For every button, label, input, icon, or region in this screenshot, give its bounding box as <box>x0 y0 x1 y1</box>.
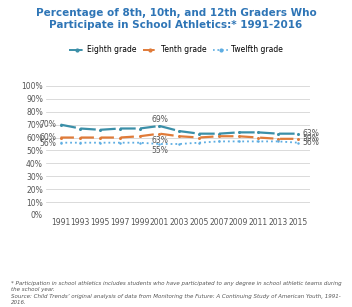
Text: 63%: 63% <box>303 129 320 138</box>
Tenth grade <box>276 137 280 141</box>
Twelfth grade <box>157 142 162 146</box>
Twelfth grade <box>118 141 122 145</box>
Twelfth grade <box>78 141 82 145</box>
Twelfth grade <box>138 141 142 145</box>
Eighth grade <box>118 127 122 130</box>
Tenth grade <box>296 137 300 141</box>
Text: 56%: 56% <box>40 139 57 148</box>
Eighth grade <box>237 130 241 134</box>
Line: Tenth grade: Tenth grade <box>59 132 300 140</box>
Twelfth grade <box>276 140 280 143</box>
Twelfth grade <box>58 141 63 145</box>
Tenth grade <box>138 134 142 138</box>
Tenth grade <box>58 136 63 139</box>
Eighth grade <box>98 128 102 132</box>
Text: 70%: 70% <box>40 120 57 129</box>
Tenth grade <box>157 132 162 135</box>
Twelfth grade <box>177 142 181 146</box>
Text: Participate in School Athletics:* 1991-2016: Participate in School Athletics:* 1991-2… <box>49 20 303 30</box>
Legend: Eighth grade, Tenth grade, Twelfth grade: Eighth grade, Tenth grade, Twelfth grade <box>66 42 286 57</box>
Text: 56%: 56% <box>303 138 320 147</box>
Twelfth grade <box>197 141 201 145</box>
Tenth grade <box>237 134 241 138</box>
Tenth grade <box>177 134 181 138</box>
Twelfth grade <box>217 140 221 143</box>
Text: 55%: 55% <box>151 146 168 155</box>
Tenth grade <box>256 136 260 139</box>
Eighth grade <box>157 124 162 128</box>
Twelfth grade <box>256 140 260 143</box>
Text: 59%: 59% <box>303 134 320 143</box>
Eighth grade <box>78 127 82 130</box>
Tenth grade <box>98 136 102 139</box>
Twelfth grade <box>237 140 241 143</box>
Text: 60%: 60% <box>40 133 57 142</box>
Twelfth grade <box>296 141 300 145</box>
Text: 69%: 69% <box>151 115 168 124</box>
Eighth grade <box>138 127 142 130</box>
Tenth grade <box>78 136 82 139</box>
Eighth grade <box>58 123 63 126</box>
Twelfth grade <box>98 141 102 145</box>
Tenth grade <box>197 136 201 139</box>
Eighth grade <box>296 132 300 135</box>
Eighth grade <box>256 130 260 134</box>
Eighth grade <box>197 132 201 135</box>
Line: Eighth grade: Eighth grade <box>59 123 300 135</box>
Eighth grade <box>276 132 280 135</box>
Eighth grade <box>177 129 181 133</box>
Text: Percentage of 8th, 10th, and 12th Graders Who: Percentage of 8th, 10th, and 12th Grader… <box>36 8 316 18</box>
Text: * Participation in school athletics includes students who have participated to a: * Participation in school athletics incl… <box>11 281 341 305</box>
Tenth grade <box>118 136 122 139</box>
Line: Twelfth grade: Twelfth grade <box>59 140 299 145</box>
Tenth grade <box>217 134 221 138</box>
Text: 63%: 63% <box>151 136 168 145</box>
Eighth grade <box>217 132 221 135</box>
